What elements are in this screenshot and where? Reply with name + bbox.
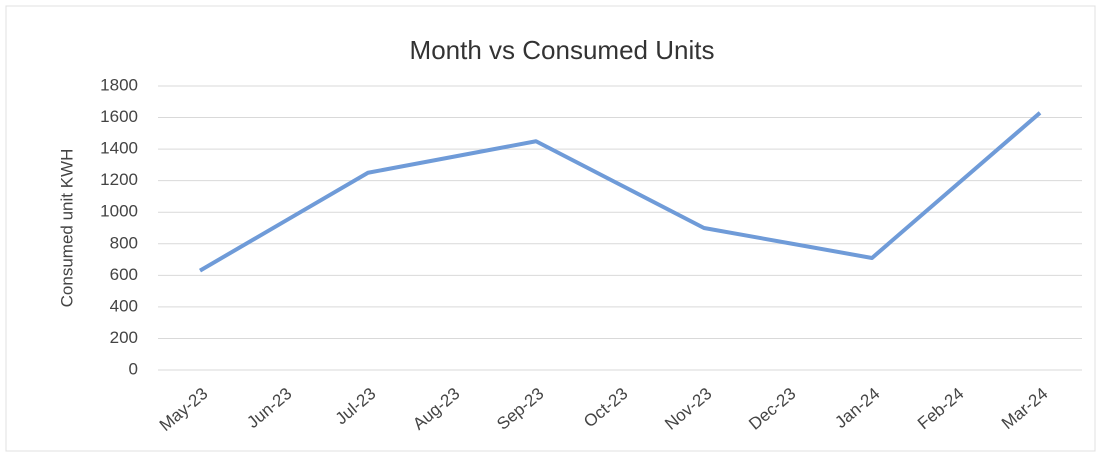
x-tick-label: Nov-23 [661, 384, 715, 434]
y-tick-label: 800 [110, 233, 138, 252]
y-tick-label: 1400 [100, 139, 138, 158]
x-tick-label: Jul-23 [332, 384, 380, 428]
y-tick-label: 200 [110, 328, 138, 347]
x-tick-label: Feb-24 [914, 384, 967, 433]
y-tick-label: 0 [129, 359, 138, 378]
y-tick-label: 600 [110, 265, 138, 284]
x-tick-label: Dec-23 [745, 384, 799, 434]
x-tick-label: Jan-24 [831, 384, 883, 432]
x-tick-label: Sep-23 [493, 384, 547, 434]
y-tick-label: 400 [110, 296, 138, 315]
x-tick-label: Oct-23 [580, 384, 631, 431]
x-tick-label: Jun-23 [243, 384, 295, 432]
chart-title: Month vs Consumed Units [410, 35, 715, 65]
x-tick-label: Mar-24 [998, 384, 1051, 433]
x-tick-label: Aug-23 [409, 384, 463, 434]
chart-border [5, 5, 1096, 452]
y-tick-label: 1800 [100, 75, 138, 94]
y-tick-label: 1000 [100, 202, 138, 221]
data-line [198, 111, 1042, 273]
y-tick-label: 1600 [100, 107, 138, 126]
x-tick-label: May-23 [156, 384, 212, 435]
y-tick-label: 1200 [100, 170, 138, 189]
y-axis-label: Consumed unit KWH [57, 149, 76, 308]
